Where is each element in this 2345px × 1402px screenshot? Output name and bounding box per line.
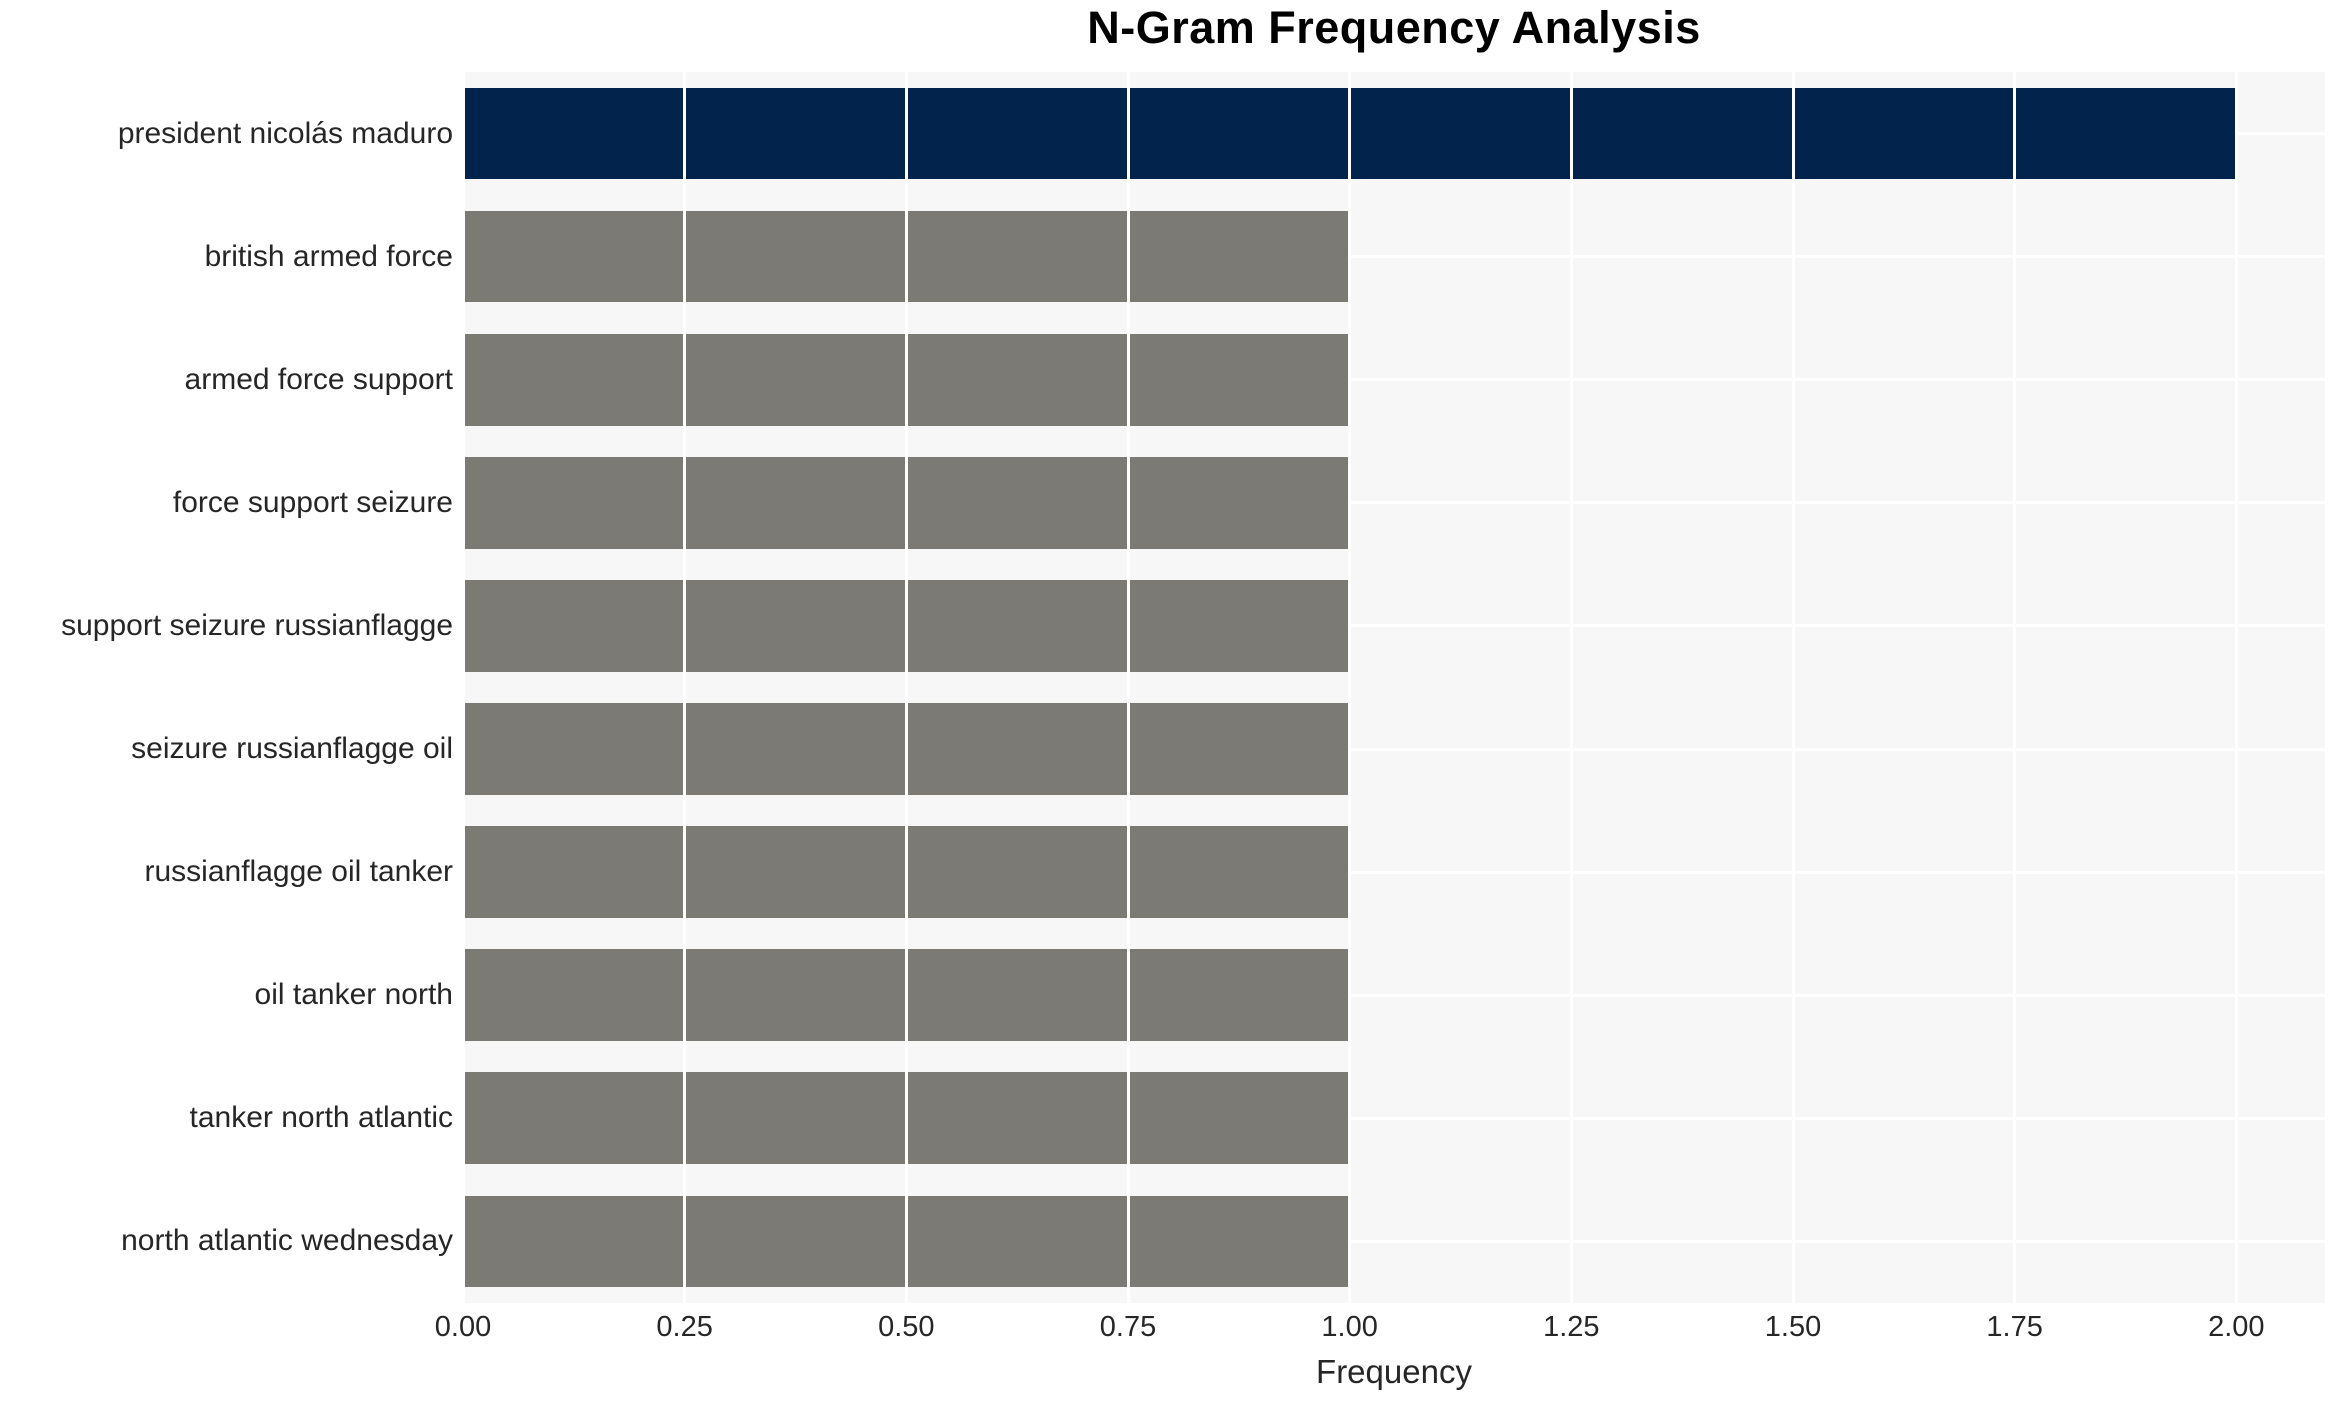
x-tick-label: 0.00 bbox=[434, 1311, 492, 1343]
horizontal-gridline bbox=[463, 747, 2325, 751]
y-axis-label: russianflagge oil tanker bbox=[144, 855, 453, 889]
x-tick-label: 2.00 bbox=[2208, 1311, 2265, 1343]
bar bbox=[463, 580, 1350, 672]
x-tick-label: 0.75 bbox=[1099, 1311, 1157, 1343]
x-tick-label: 0.50 bbox=[878, 1311, 935, 1343]
horizontal-gridline bbox=[463, 870, 2325, 874]
bar-row bbox=[463, 72, 2325, 195]
bar bbox=[463, 826, 1350, 918]
x-tick-label: 1.75 bbox=[1986, 1311, 2043, 1343]
y-axis-label: president nicolás maduro bbox=[117, 116, 453, 150]
horizontal-gridline bbox=[463, 501, 2325, 505]
bar-row bbox=[463, 564, 2325, 687]
bar-row bbox=[463, 1057, 2325, 1180]
x-tick-label: 1.50 bbox=[1764, 1311, 1822, 1343]
y-axis-label: force support seizure bbox=[172, 485, 453, 519]
y-axis-label: north atlantic wednesday bbox=[121, 1224, 453, 1258]
x-tick-label: 0.25 bbox=[656, 1311, 713, 1343]
bar-row bbox=[463, 811, 2325, 934]
bar bbox=[463, 210, 1350, 303]
chart-title: N-Gram Frequency Analysis bbox=[1087, 2, 1701, 53]
y-axis-label: tanker north atlantic bbox=[189, 1101, 453, 1135]
plot-area bbox=[461, 72, 2325, 1303]
bar bbox=[463, 333, 1350, 426]
horizontal-gridline bbox=[463, 1116, 2325, 1120]
bar-row bbox=[463, 934, 2325, 1057]
horizontal-gridline bbox=[463, 993, 2325, 997]
y-axis-label: british armed force bbox=[204, 239, 453, 273]
bar bbox=[463, 949, 1350, 1042]
bar-row bbox=[463, 318, 2325, 441]
bar bbox=[463, 1195, 1350, 1288]
horizontal-gridline bbox=[463, 1239, 2325, 1243]
y-axis-label: seizure russianflagge oil bbox=[131, 732, 453, 766]
x-axis-title: Frequency bbox=[1316, 1353, 1472, 1390]
x-tick-label: 1.00 bbox=[1321, 1311, 1378, 1343]
y-axis-label: armed force support bbox=[184, 362, 453, 396]
x-axis-ticks: 0.00 0.25 0.50 0.75 1.00 1.25 1.50 1.75 2.00 bbox=[435, 1311, 2325, 1347]
horizontal-gridline bbox=[463, 624, 2325, 628]
y-axis-label: support seizure russianflagge bbox=[61, 608, 453, 642]
y-axis-labels: president nicolás maduro british armed fo… bbox=[0, 72, 463, 1303]
bar bbox=[463, 87, 2237, 180]
bars-container bbox=[463, 72, 2325, 1303]
horizontal-gridline bbox=[463, 255, 2325, 259]
bar-row bbox=[463, 441, 2325, 564]
bar-row bbox=[463, 1180, 2325, 1303]
bar bbox=[463, 456, 1350, 549]
bar bbox=[463, 703, 1350, 795]
bar-row bbox=[463, 687, 2325, 810]
horizontal-gridline bbox=[463, 378, 2325, 382]
bar-row bbox=[463, 195, 2325, 318]
y-axis-label: oil tanker north bbox=[254, 978, 453, 1012]
bar bbox=[463, 1072, 1350, 1165]
x-tick-label: 1.25 bbox=[1543, 1311, 1600, 1343]
